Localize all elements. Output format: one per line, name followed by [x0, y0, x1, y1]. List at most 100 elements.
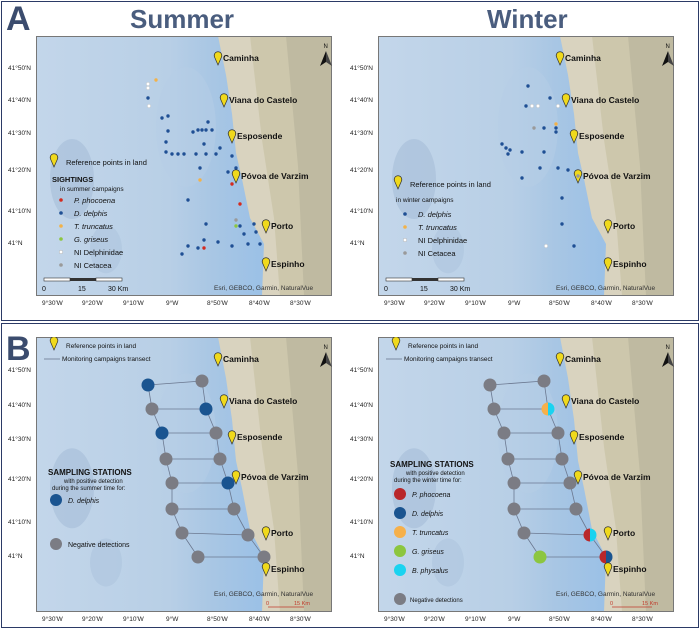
reference-point: Esposende — [227, 430, 283, 445]
station-marker — [195, 374, 209, 388]
lon-label: 9°10'W — [465, 616, 486, 623]
sighting-point — [258, 242, 262, 246]
station-marker — [555, 452, 569, 466]
legend-swatch — [59, 198, 63, 202]
lon-label: 8°40'W — [591, 616, 612, 623]
scale-bar: 0 15 30 Km — [384, 277, 470, 293]
lon-label: 8°50'W — [549, 616, 570, 623]
reference-point: Viana do Castelo — [561, 394, 639, 409]
legend-item-label: NI Cetacea — [418, 249, 456, 258]
reference-point: Espinho — [603, 562, 647, 577]
station-marker — [213, 452, 227, 466]
place-label: Caminha — [565, 354, 601, 364]
station-marker — [221, 476, 235, 490]
lon-label: 8°50'W — [207, 300, 228, 307]
legend-swatch — [59, 237, 63, 241]
sighting-point — [530, 104, 534, 108]
lon-label: 9°W — [508, 300, 521, 307]
north-arrow: N — [320, 44, 332, 66]
scale-tick: 30 Km — [450, 286, 470, 293]
north-arrow: N — [320, 345, 332, 367]
sighting-point — [164, 150, 168, 154]
scale-tick: 15 — [420, 286, 428, 293]
sighting-point — [520, 150, 524, 154]
lat-label: 41°10'N — [8, 207, 31, 215]
sighting-point — [524, 104, 528, 108]
map-border — [36, 36, 332, 296]
legend-stations-line: with positive detection — [63, 479, 123, 485]
lon-label: 8°40'W — [249, 616, 270, 623]
lat-label: 41°50'N — [8, 64, 31, 72]
place-label: Póvoa de Varzim — [241, 472, 309, 482]
reference-point: Viana do Castelo — [561, 93, 639, 108]
reference-point-marker — [569, 129, 579, 144]
place-label: Porto — [271, 528, 293, 538]
transect-segment — [523, 532, 591, 536]
lon-label: 8°30'W — [632, 616, 653, 623]
sighting-point — [506, 152, 510, 156]
scale-bar-segment — [70, 278, 96, 281]
sighting-point — [166, 129, 170, 133]
sighting-point — [204, 128, 208, 132]
legend-reference-icon — [393, 175, 403, 190]
sighting-point — [186, 198, 190, 202]
legend-swatch — [394, 545, 406, 557]
sighting-point — [254, 230, 258, 234]
station-marker — [497, 426, 511, 440]
station-marker — [145, 402, 159, 416]
legend-reference-icon — [391, 337, 401, 351]
legend-transect-label: Monitoring campaigns transect — [404, 356, 493, 363]
map-border — [36, 337, 332, 612]
place-label: Porto — [271, 221, 293, 231]
station-marker — [563, 476, 577, 490]
reference-point: Póvoa de Varzim — [231, 470, 309, 485]
sighting-point — [234, 224, 238, 228]
reference-point-marker — [231, 169, 241, 184]
legend-sightings-title: SIGHTINGS — [52, 175, 93, 184]
place-label: Espinho — [271, 564, 305, 574]
legend-swatch — [403, 251, 407, 255]
map-border — [378, 337, 674, 612]
lon-label: 8°30'W — [632, 300, 653, 307]
panel-a-letter: A — [6, 0, 31, 38]
panel-b-frame — [1, 323, 699, 628]
station-marker — [209, 426, 223, 440]
scale-bar-segment — [95, 277, 123, 282]
station-marker — [501, 452, 515, 466]
shelf-shade — [498, 67, 558, 187]
sighting-point — [504, 146, 508, 150]
legend-swatch — [403, 212, 407, 216]
lon-label: 9°W — [166, 300, 179, 307]
map-attribution: Esri, GEBCO, Garmin, NaturalVue — [214, 285, 313, 292]
place-label: Espinho — [271, 259, 305, 269]
lon-label: 8°30'W — [290, 300, 311, 307]
sighting-point — [554, 130, 558, 134]
reference-point-marker — [213, 352, 223, 367]
north-arrow-left — [662, 352, 668, 367]
map-winter-stations: Caminha Viana do Castelo Esposende Póvoa de… — [378, 337, 674, 612]
legend-item-label: D. delphis — [74, 209, 108, 218]
lat-label: 41°50'N — [350, 367, 373, 375]
land-relief — [628, 36, 674, 296]
station-marker — [165, 502, 179, 516]
legend-reference-icon — [49, 337, 59, 351]
reference-point: Porto — [261, 526, 293, 541]
reference-point-marker — [219, 93, 229, 108]
sighting-point — [544, 244, 548, 248]
sighting-point — [532, 126, 536, 130]
sighting-point — [176, 152, 180, 156]
sighting-point — [234, 166, 238, 170]
sighting-point — [556, 104, 560, 108]
place-label: Viana do Castelo — [229, 396, 297, 406]
reference-point: Esposende — [569, 129, 625, 144]
reference-point-marker — [569, 430, 579, 445]
sighting-point — [500, 142, 504, 146]
station-marker — [517, 526, 531, 540]
legend-swatch — [394, 526, 406, 538]
summer-legend: Reference points in land SIGHTINGS in summ… — [49, 153, 147, 270]
lon-label: 8°30'W — [290, 616, 311, 623]
transect-segment — [489, 380, 545, 386]
lat-label: 41°20'N — [8, 476, 31, 483]
legend-swatch — [403, 237, 408, 242]
scale-tick: 0 — [610, 601, 613, 607]
